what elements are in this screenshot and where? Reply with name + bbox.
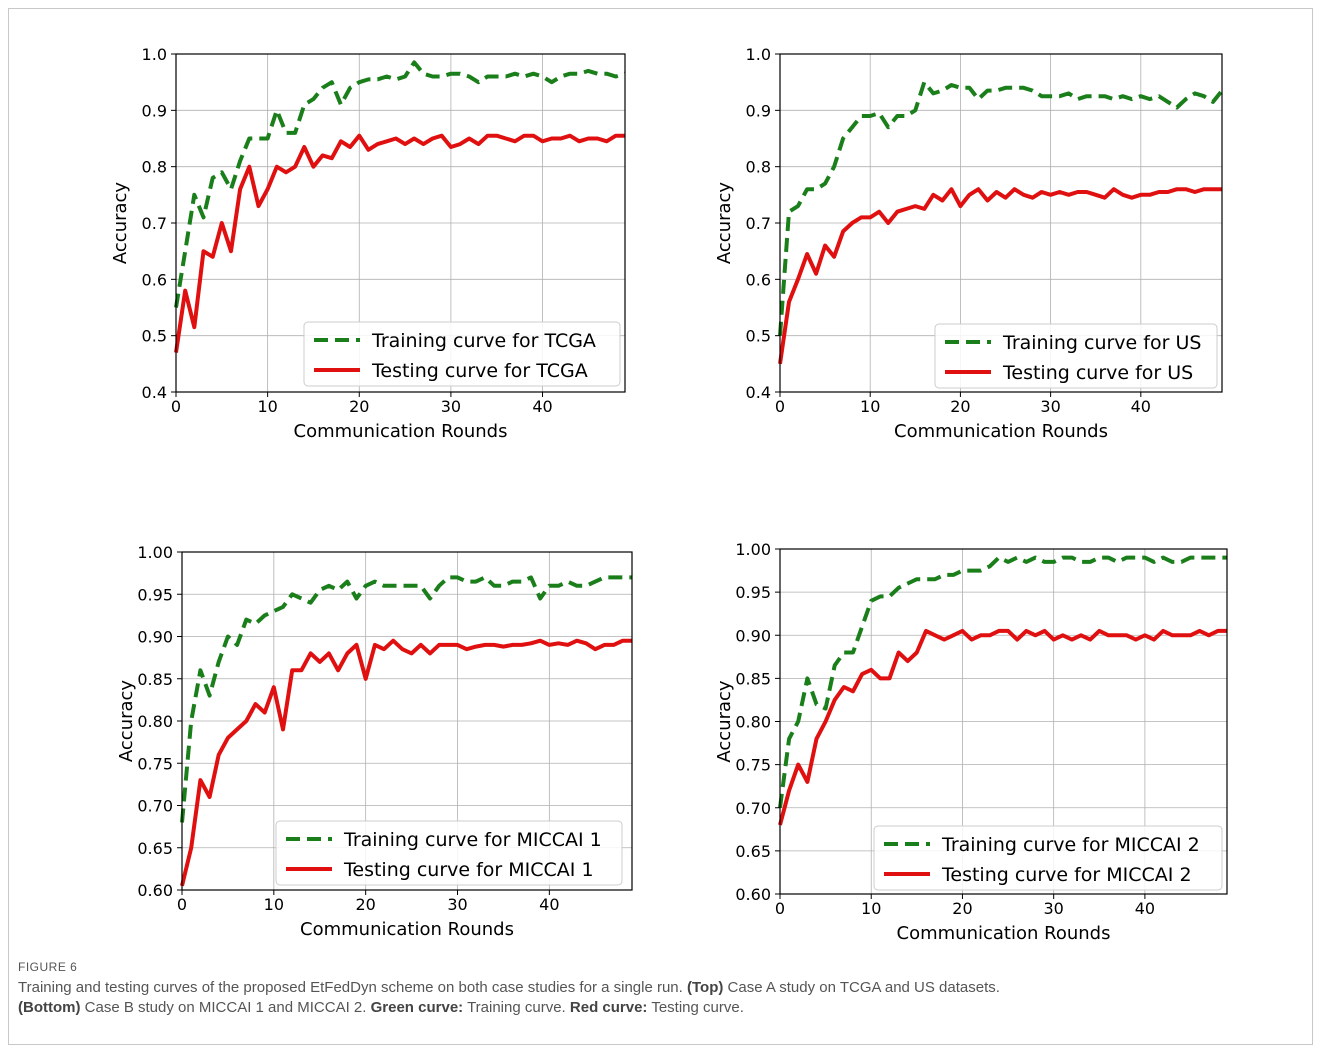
y-axis-label: Accuracy <box>714 680 735 763</box>
y-tick-label-7: 0.95 <box>735 583 771 602</box>
series-line-0 <box>174 60 626 308</box>
y-tick-label-5: 0.85 <box>137 670 173 689</box>
legend-box <box>873 825 1223 891</box>
y-tick-label-4: 0.80 <box>137 712 173 731</box>
caption-text: Training and testing curves of the propo… <box>18 978 1308 1018</box>
x-axis-label: Communication Rounds <box>300 919 514 940</box>
x-tick-label-4: 40 <box>532 397 552 416</box>
y-tick-label-2: 0.6 <box>746 270 771 289</box>
y-axis-label: Accuracy <box>110 182 131 265</box>
y-axis-label: Accuracy <box>116 680 137 763</box>
x-tick-label-3: 30 <box>1040 397 1060 416</box>
series-line-1 <box>174 133 625 353</box>
y-tick-label-3: 0.7 <box>746 214 771 233</box>
legend-label-1: Testing curve for US <box>1002 362 1193 384</box>
legend-label-0: Training curve for MICCAI 1 <box>343 829 602 851</box>
y-tick-label-5: 0.9 <box>142 101 167 120</box>
x-tick-label-0: 0 <box>775 397 785 416</box>
y-tick-label-4: 0.8 <box>746 158 771 177</box>
y-tick-label-1: 0.5 <box>746 327 771 346</box>
legend-box <box>934 323 1218 389</box>
y-tick-label-0: 0.60 <box>137 881 173 900</box>
y-tick-label-0: 0.60 <box>735 885 771 904</box>
y-tick-label-1: 0.65 <box>137 839 173 858</box>
series-line-0 <box>778 555 1227 809</box>
x-tick-label-2: 20 <box>952 899 972 918</box>
caption-green-text: Training curve. <box>467 999 566 1016</box>
x-tick-label-0: 0 <box>177 895 187 914</box>
y-tick-label-5: 0.85 <box>735 669 771 688</box>
y-tick-label-8: 1.00 <box>137 543 173 562</box>
caption-green-label: Green curve: <box>370 999 464 1016</box>
y-tick-label-6: 0.90 <box>735 626 771 645</box>
y-tick-label-4: 0.8 <box>142 158 167 177</box>
x-tick-label-4: 40 <box>1131 397 1151 416</box>
y-tick-label-2: 0.6 <box>142 270 167 289</box>
chart-miccai1: 0 10 20 30 40 0.60 0.65 0.70 0.75 0.80 0.85 0.90 0.9… <box>116 543 633 940</box>
y-tick-label-6: 1.0 <box>142 45 167 64</box>
y-tick-label-2: 0.70 <box>137 797 173 816</box>
legend-label-0: Training curve for TCGA <box>371 330 596 352</box>
x-tick-label-2: 20 <box>349 397 369 416</box>
x-tick-label-2: 20 <box>355 895 375 914</box>
y-tick-label-5: 0.9 <box>746 101 771 120</box>
legend-label-1: Testing curve for MICCAI 2 <box>941 864 1192 886</box>
x-tick-label-1: 10 <box>860 397 880 416</box>
legend-label-0: Training curve for US <box>1002 332 1201 354</box>
y-tick-label-8: 1.00 <box>735 540 771 559</box>
x-tick-label-0: 0 <box>775 899 785 918</box>
y-tick-label-1: 0.65 <box>735 842 771 861</box>
x-tick-label-1: 10 <box>264 895 284 914</box>
x-tick-label-0: 0 <box>171 397 181 416</box>
series-line-0 <box>180 575 632 823</box>
x-axis-label: Communication Rounds <box>897 923 1111 944</box>
figure-caption: FIGURE 6 Training and testing curves of … <box>18 960 1308 1018</box>
y-axis-label: Accuracy <box>714 182 735 265</box>
y-tick-label-3: 0.75 <box>137 754 173 773</box>
y-tick-label-7: 0.95 <box>137 585 173 604</box>
series-line-1 <box>778 187 1222 365</box>
caption-bottom-text: Case B study on MICCAI 1 and MICCAI 2. <box>84 999 367 1016</box>
y-tick-label-6: 0.90 <box>137 628 173 647</box>
y-tick-label-4: 0.80 <box>735 713 771 732</box>
series-line-0 <box>778 80 1224 336</box>
caption-top-text: Case A study on TCGA and US datasets. <box>727 979 1000 996</box>
y-tick-label-3: 0.7 <box>142 214 167 233</box>
y-tick-label-3: 0.75 <box>735 756 771 775</box>
y-tick-label-6: 1.0 <box>746 45 771 64</box>
legend-label-0: Training curve for MICCAI 2 <box>941 834 1200 856</box>
x-tick-label-4: 40 <box>1135 899 1155 918</box>
figure-label: FIGURE 6 <box>18 960 78 974</box>
series-line-1 <box>180 638 632 887</box>
caption-top-label: (Top) <box>687 979 724 996</box>
x-tick-label-4: 40 <box>539 895 559 914</box>
legend-box <box>303 321 621 387</box>
chart-tcga: 0 10 20 30 40 0.4 0.5 0.6 0.7 0.8 0.9 1.0 Communicat… <box>110 45 626 442</box>
x-tick-label-3: 30 <box>441 397 461 416</box>
caption-line1: Training and testing curves of the propo… <box>18 979 683 996</box>
x-tick-label-1: 10 <box>861 899 881 918</box>
y-tick-label-0: 0.4 <box>746 383 771 402</box>
x-axis-label: Communication Rounds <box>294 421 508 442</box>
chart-miccai2: 0 10 20 30 40 0.60 0.65 0.70 0.75 0.80 0.85 0.90 0.9… <box>714 540 1228 944</box>
x-tick-label-1: 10 <box>257 397 277 416</box>
x-tick-label-3: 30 <box>447 895 467 914</box>
series-line-1 <box>778 628 1227 826</box>
x-tick-label-2: 20 <box>950 397 970 416</box>
legend-label-1: Testing curve for TCGA <box>371 360 588 382</box>
caption-bottom-label: (Bottom) <box>18 999 81 1016</box>
x-tick-label-3: 30 <box>1043 899 1063 918</box>
y-tick-label-0: 0.4 <box>142 383 167 402</box>
caption-red-label: Red curve: <box>569 999 648 1016</box>
caption-red-text: Testing curve. <box>651 999 744 1016</box>
y-tick-label-2: 0.70 <box>735 799 771 818</box>
y-tick-label-1: 0.5 <box>142 327 167 346</box>
x-axis-label: Communication Rounds <box>894 421 1108 442</box>
legend-box <box>275 820 623 886</box>
chart-us: 0 10 20 30 40 0.4 0.5 0.6 0.7 0.8 0.9 1.0 Communicat… <box>714 45 1224 442</box>
legend-label-1: Testing curve for MICCAI 1 <box>343 859 594 881</box>
